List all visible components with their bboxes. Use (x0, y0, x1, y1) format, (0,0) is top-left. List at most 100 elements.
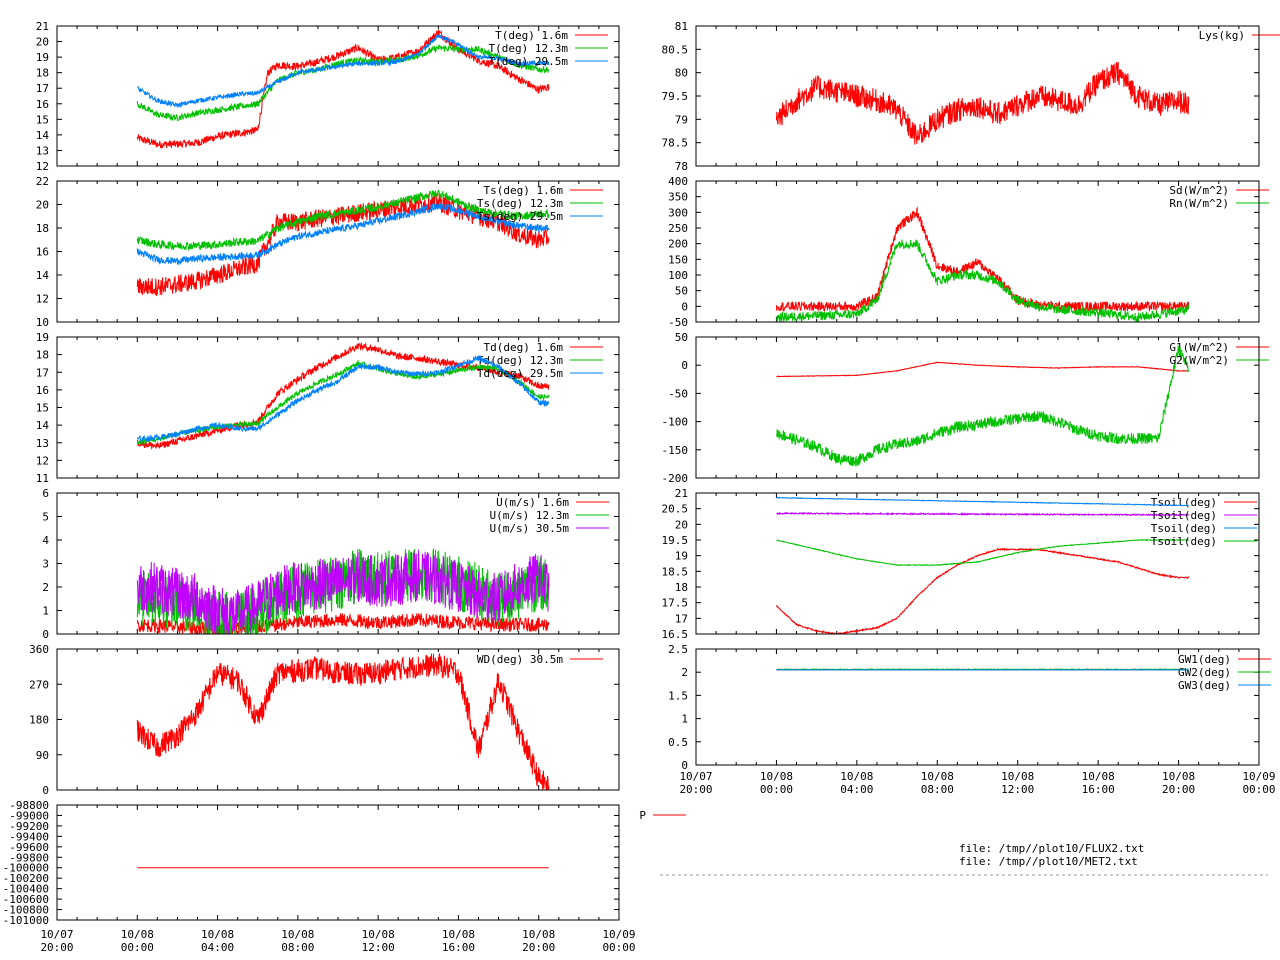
plot-frame (56, 336, 620, 479)
series-line-tdew-2 (136, 354, 550, 443)
y-tick-label: 19 (675, 550, 688, 563)
y-tick-label: 400 (668, 175, 688, 188)
y-tick-label: 18.5 (662, 565, 689, 578)
y-tick-label: 14 (36, 269, 50, 282)
y-tick-label: 12 (36, 160, 49, 173)
y-tick-label: 18 (36, 222, 49, 235)
legend-label: GW1(deg) (1178, 653, 1231, 666)
chart-panel-rad: -50 0 50 100 150 200 250 300 350 400 Sd(W/m^2)Rn(W… (668, 175, 1269, 329)
y-tick-label: 13 (36, 144, 49, 157)
y-tick-label: 270 (29, 678, 49, 691)
series-line-wind-2 (136, 549, 550, 634)
x-tick-label-date: 10/08 (442, 928, 475, 941)
x-tick-label-date: 10/08 (760, 770, 793, 783)
y-tick-label: 2 (681, 666, 688, 679)
series-line-rad-1 (775, 239, 1190, 322)
legend-label: Sd(W/m^2) (1169, 184, 1229, 197)
y-tick-label: 360 (29, 643, 49, 656)
y-tick-label: 18 (36, 67, 49, 80)
plot-frame (56, 25, 620, 167)
x-tick-label-date: 10/08 (121, 928, 154, 941)
series-line-temp-0 (136, 29, 550, 150)
y-tick-label: 13 (36, 437, 49, 450)
y-tick-label: 15 (36, 402, 49, 415)
series-line-tsoil-0 (775, 547, 1190, 634)
y-tick-label: -99400 (9, 830, 49, 843)
legend-label: T(deg) 12.3m (489, 42, 569, 55)
series-line-gflux-1 (776, 345, 1190, 467)
chart-panel-tsoil: 16.5 17 17.5 18 18.5 19 19.5 20 20.5 21 Tsoil(deg)… (662, 487, 1260, 641)
legend-label: Ts(deg) 1.6m (484, 184, 564, 197)
series-line-tdew-0 (136, 341, 550, 450)
legend-label: Tsoil(deg) (1151, 509, 1217, 522)
x-tick-label-date: 10/07 (679, 770, 712, 783)
legend-label: G2(W/m^2) (1169, 354, 1229, 367)
y-tick-label: 6 (42, 487, 49, 500)
y-tick-label: 1 (42, 605, 49, 618)
y-tick-label: 20 (36, 199, 49, 212)
y-tick-label: 50 (675, 285, 688, 298)
y-tick-label: 16 (36, 384, 49, 397)
y-tick-label: 90 (36, 749, 49, 762)
y-tick-label: 19 (36, 331, 49, 344)
y-tick-label: -100800 (3, 904, 49, 917)
y-tick-label: 78.5 (662, 137, 689, 150)
series-line-tsurf-0 (136, 193, 550, 297)
y-tick-label: 10 (36, 316, 49, 329)
y-tick-label: -99600 (9, 841, 49, 854)
y-tick-label: 18 (36, 349, 49, 362)
chart-panel-temp: 12 13 14 15 16 17 18 19 20 21 T(deg) 1.6mT(deg) 12… (36, 20, 620, 173)
y-tick-label: 5 (42, 511, 49, 524)
y-tick-label: 300 (668, 206, 688, 219)
x-tick-label-time: 08:00 (281, 941, 314, 954)
legend-label: Td(deg) 12.3m (477, 354, 563, 367)
legend-label: Ts(deg) 12.3m (477, 197, 563, 210)
plot-frame (695, 25, 1260, 167)
y-tick-label: 2 (42, 581, 49, 594)
legend-label: G1(W/m^2) (1169, 341, 1229, 354)
x-tick-label-time: 00:00 (1242, 783, 1275, 796)
x-tick-label-date: 10/08 (522, 928, 555, 941)
y-tick-label: 180 (29, 714, 49, 727)
plot-frame (695, 492, 1260, 635)
x-tick-label-time: 20:00 (40, 941, 73, 954)
y-tick-label: 16 (36, 246, 49, 259)
x-tick-label-date: 10/08 (201, 928, 234, 941)
series-line-tsurf-2 (136, 202, 550, 266)
y-tick-label: 80.5 (662, 43, 689, 56)
y-tick-label: 19 (36, 51, 49, 64)
x-tick-label-date: 10/08 (362, 928, 395, 941)
chart-panel-gflux: -200 -150 -100 -50 0 50 G1(W/m^2)G2(W/m^2) (662, 331, 1269, 485)
series-line-tsurf-1 (136, 189, 550, 252)
chart-panel-wdir: 0 90 180 270 360 WD(deg) 30.5m (29, 643, 620, 797)
y-tick-label: 80 (675, 67, 688, 80)
x-tick-label-date: 10/08 (840, 770, 873, 783)
y-tick-label: -99200 (9, 820, 49, 833)
y-tick-label: 2.5 (668, 643, 688, 656)
legend-label: Ts(deg) 29.5m (477, 210, 563, 223)
y-tick-label: 11 (36, 472, 49, 485)
x-tick-label-time: 00:00 (121, 941, 154, 954)
legend-label: U(m/s) 30.5m (490, 522, 570, 535)
y-tick-label: 1.5 (668, 689, 688, 702)
y-tick-label: 12 (36, 454, 49, 467)
series-line-tsoil-3 (776, 538, 1190, 567)
plot-frame (56, 180, 620, 323)
y-tick-label: 16 (36, 98, 49, 111)
y-tick-label: 17 (675, 612, 688, 625)
plot-frame (695, 336, 1260, 479)
legend-label: Td(deg) 1.6m (484, 341, 564, 354)
series-line-gflux-0 (776, 360, 1190, 378)
plot-frame (695, 180, 1260, 323)
y-tick-label: 14 (36, 129, 50, 142)
y-tick-label: 3 (42, 558, 49, 571)
x-tick-label-date: 10/08 (1001, 770, 1034, 783)
series-line-tsoil-1 (776, 511, 1190, 517)
y-tick-label: 17 (36, 82, 49, 95)
x-tick-label-time: 20:00 (1162, 783, 1195, 796)
plot-frame (695, 648, 1260, 766)
series-line-rad-0 (775, 206, 1190, 313)
y-tick-label: 19.5 (662, 534, 689, 547)
